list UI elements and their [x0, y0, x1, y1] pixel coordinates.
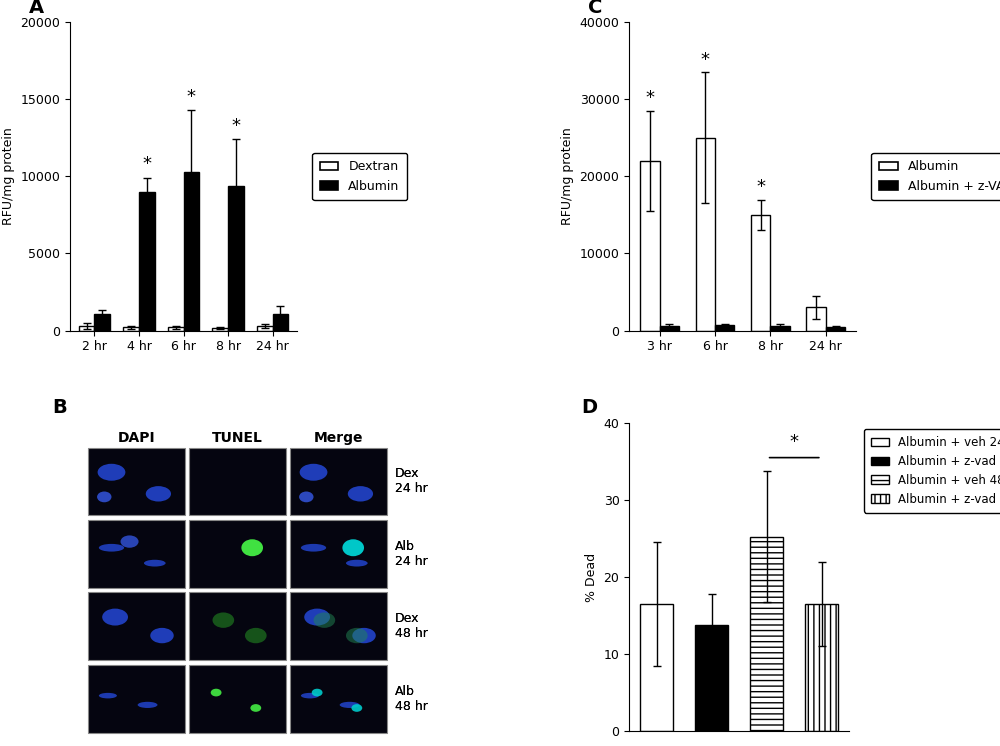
Bar	[826, 327, 845, 330]
Ellipse shape	[241, 539, 263, 557]
Y-axis label: RFU/mg protein: RFU/mg protein	[561, 128, 574, 225]
Bar	[257, 326, 273, 330]
Bar	[770, 326, 790, 330]
Text: D: D	[581, 398, 597, 417]
Bar	[695, 625, 728, 731]
FancyBboxPatch shape	[88, 592, 185, 660]
Text: DAPI: DAPI	[118, 430, 156, 445]
FancyBboxPatch shape	[189, 665, 286, 733]
Y-axis label: RFU/mg protein: RFU/mg protein	[2, 128, 15, 225]
Legend: Dextran, Albumin: Dextran, Albumin	[312, 153, 407, 200]
Bar	[228, 186, 244, 330]
Ellipse shape	[102, 609, 128, 626]
Ellipse shape	[138, 702, 157, 708]
Ellipse shape	[250, 704, 261, 712]
Ellipse shape	[299, 492, 314, 502]
Text: *: *	[142, 155, 151, 173]
Bar	[184, 172, 199, 330]
Ellipse shape	[150, 628, 174, 643]
FancyBboxPatch shape	[290, 665, 387, 733]
Text: *: *	[756, 178, 765, 195]
Ellipse shape	[146, 486, 171, 501]
Ellipse shape	[98, 464, 125, 480]
Text: *: *	[790, 433, 799, 451]
Bar	[212, 328, 228, 330]
FancyBboxPatch shape	[290, 520, 387, 588]
Bar	[806, 307, 826, 330]
Bar	[139, 192, 155, 330]
Text: Alb
48 hr: Alb 48 hr	[395, 685, 428, 712]
Bar	[94, 313, 110, 330]
Bar	[273, 313, 288, 330]
Bar	[750, 537, 783, 731]
Text: Merge: Merge	[314, 430, 364, 445]
Ellipse shape	[245, 628, 267, 643]
Text: Alb
48 hr: Alb 48 hr	[395, 685, 428, 712]
FancyBboxPatch shape	[189, 448, 286, 515]
Bar	[751, 215, 770, 330]
Ellipse shape	[346, 560, 368, 566]
FancyBboxPatch shape	[290, 592, 387, 660]
Ellipse shape	[99, 693, 117, 698]
FancyBboxPatch shape	[88, 448, 185, 515]
Ellipse shape	[300, 464, 327, 480]
Ellipse shape	[97, 492, 111, 502]
Bar	[660, 326, 679, 330]
FancyBboxPatch shape	[290, 448, 387, 515]
Text: *: *	[187, 87, 196, 106]
Ellipse shape	[99, 544, 124, 551]
Ellipse shape	[348, 486, 373, 501]
Legend: Albumin, Albumin + z-VAD: Albumin, Albumin + z-VAD	[871, 153, 1000, 200]
FancyBboxPatch shape	[189, 520, 286, 588]
Text: Dex
24 hr: Dex 24 hr	[395, 468, 427, 495]
FancyBboxPatch shape	[88, 520, 185, 588]
Ellipse shape	[342, 539, 364, 557]
Y-axis label: % Dead: % Dead	[585, 553, 598, 601]
Text: *: *	[645, 89, 654, 107]
Bar	[168, 327, 184, 330]
Ellipse shape	[346, 628, 368, 643]
Bar	[123, 327, 139, 330]
Text: *: *	[231, 117, 240, 135]
Text: Dex
24 hr: Dex 24 hr	[395, 468, 427, 495]
Ellipse shape	[144, 560, 166, 566]
Ellipse shape	[352, 628, 376, 643]
Text: C: C	[588, 0, 603, 16]
FancyBboxPatch shape	[189, 592, 286, 660]
Legend: Albumin + veh 24, Albumin + z-vad 24, Albumin + veh 48, Albumin + z-vad 48: Albumin + veh 24, Albumin + z-vad 24, Al…	[864, 429, 1000, 513]
Ellipse shape	[312, 689, 323, 697]
Ellipse shape	[211, 689, 222, 697]
Text: A: A	[29, 0, 44, 16]
Ellipse shape	[304, 609, 330, 626]
Bar	[640, 604, 673, 731]
Text: Dex
48 hr: Dex 48 hr	[395, 612, 428, 640]
Ellipse shape	[121, 536, 139, 548]
Ellipse shape	[351, 704, 362, 712]
Text: B: B	[52, 398, 67, 417]
Ellipse shape	[213, 612, 234, 628]
FancyBboxPatch shape	[88, 665, 185, 733]
Ellipse shape	[340, 702, 360, 708]
Ellipse shape	[314, 612, 335, 628]
Ellipse shape	[301, 544, 326, 551]
Text: Alb
24 hr: Alb 24 hr	[395, 540, 427, 568]
Bar	[805, 604, 838, 731]
Text: *: *	[701, 51, 710, 69]
Bar	[715, 325, 734, 330]
Bar	[696, 138, 715, 330]
Text: Dex
48 hr: Dex 48 hr	[395, 612, 428, 640]
Bar	[79, 326, 94, 330]
Bar	[640, 161, 660, 330]
Ellipse shape	[301, 693, 319, 698]
Text: TUNEL: TUNEL	[212, 430, 263, 445]
Text: Alb
24 hr: Alb 24 hr	[395, 540, 427, 568]
